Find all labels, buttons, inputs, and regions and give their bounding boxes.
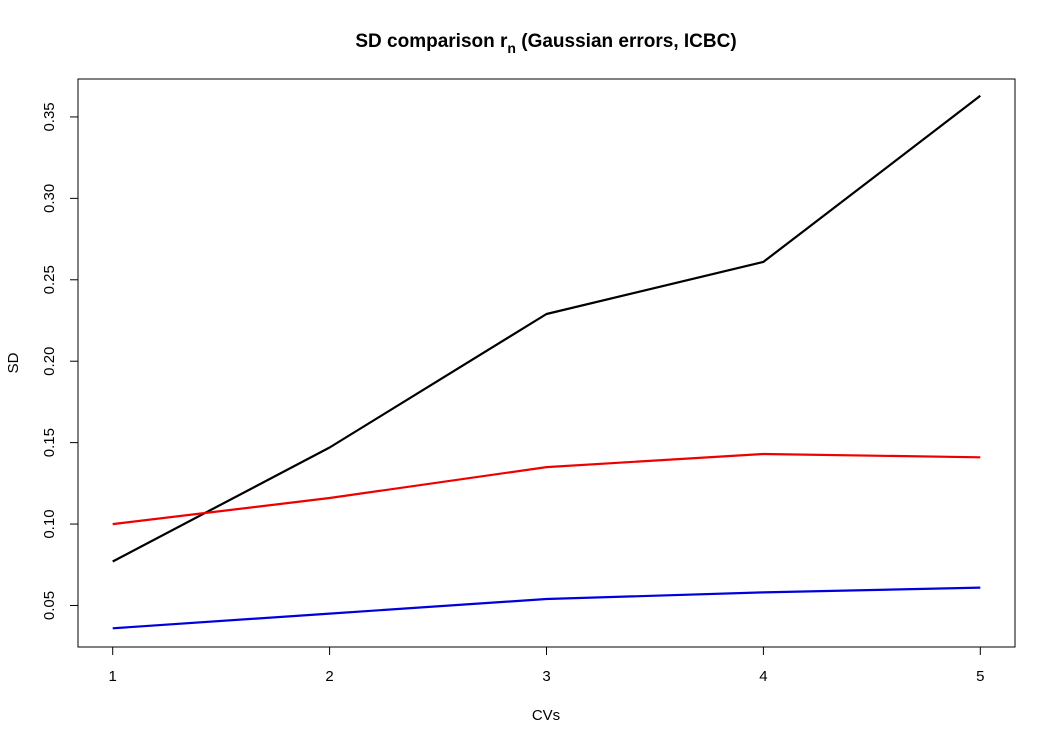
chart-title-subscript: n [507, 40, 516, 56]
series-layer [112, 94, 981, 630]
x-tick-label: 3 [542, 668, 550, 685]
series-line-2 [112, 452, 981, 526]
x-tick-label: 1 [109, 668, 117, 685]
y-tick-label: 0.25 [41, 265, 58, 294]
y-axis-label: SD [5, 352, 22, 373]
chart-title-main: SD comparison r [355, 31, 508, 52]
y-axis: 0.05 0.10 0.15 0.20 0.25 0.30 0.35 [41, 102, 79, 620]
chart-title-suffix: (Gaussian errors, ICBC) [516, 31, 737, 52]
y-tick-label: 0.10 [41, 509, 58, 538]
x-tick-label: 5 [976, 668, 984, 685]
y-tick-label: 0.15 [41, 428, 58, 457]
series-line-1 [112, 94, 981, 563]
y-tick-label: 0.30 [41, 184, 58, 213]
y-tick-label: 0.20 [41, 347, 58, 376]
x-axis-label: CVs [532, 707, 560, 724]
y-tick-label: 0.05 [41, 591, 58, 620]
chart-title: SD comparison rn (Gaussian errors, ICBC) [355, 31, 736, 56]
y-tick-label: 0.35 [41, 102, 58, 131]
plot-frame [77, 78, 1016, 648]
series-line-3 [112, 586, 981, 630]
x-tick-label: 2 [325, 668, 333, 685]
x-tick-label: 4 [759, 668, 767, 685]
x-axis: 1 2 3 4 5 [109, 646, 984, 685]
